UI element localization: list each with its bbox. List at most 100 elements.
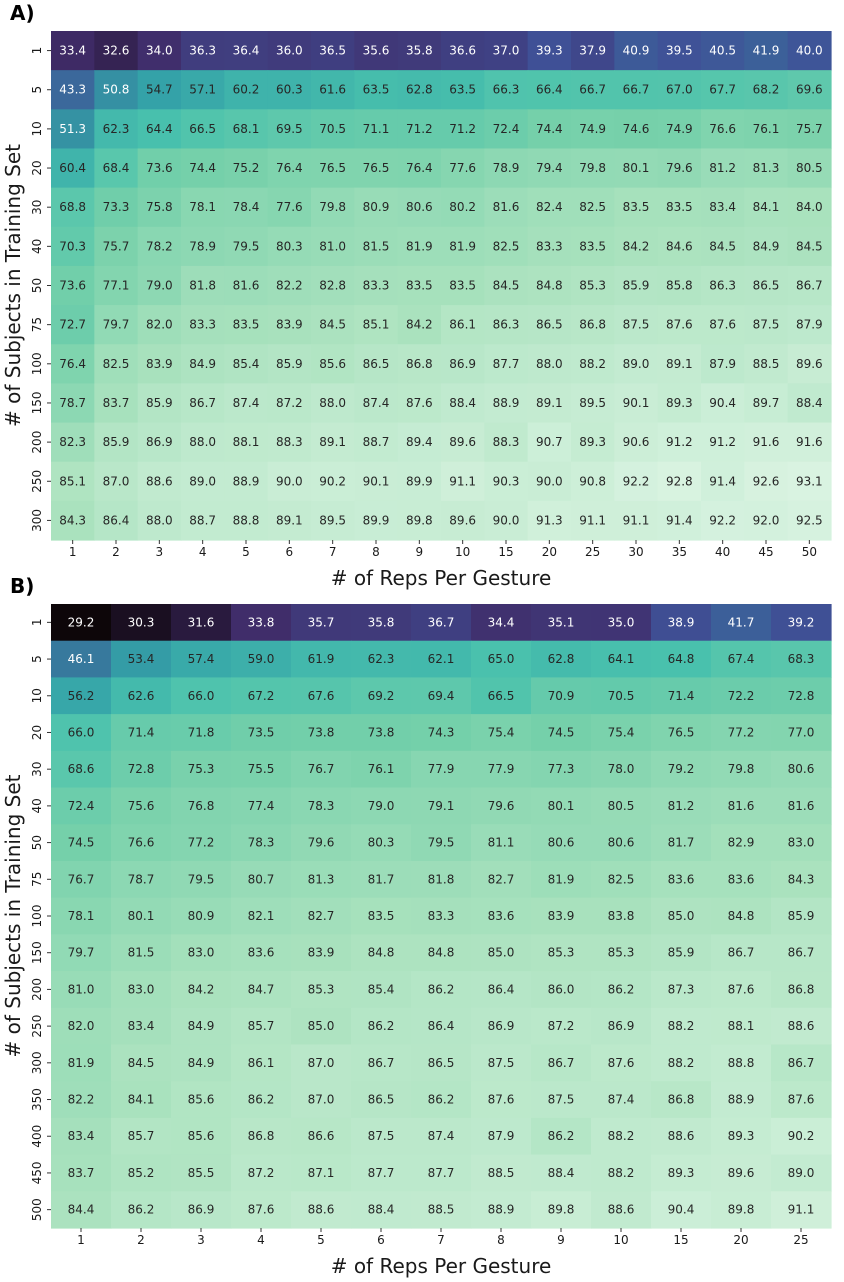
cell-value-label: 83.8	[608, 909, 635, 923]
cell-value-label: 78.1	[68, 909, 95, 923]
heatmap-cell	[591, 787, 652, 825]
heatmap-cell	[744, 226, 789, 267]
heatmap-cell	[111, 1081, 172, 1119]
cell-value-label: 85.4	[368, 982, 395, 996]
heatmap-cell	[51, 971, 112, 1009]
heatmap-cell	[591, 1007, 652, 1046]
heatmap-cell	[484, 344, 529, 384]
cell-value-label: 77.0	[788, 725, 815, 739]
heatmap-cell	[397, 422, 442, 463]
cell-value-label: 85.3	[548, 946, 575, 960]
cell-value-label: 73.3	[103, 200, 130, 214]
cell-value-label: 82.2	[68, 1093, 95, 1107]
x-tick-label: 45	[758, 545, 773, 559]
cell-value-label: 69.6	[796, 83, 823, 97]
cell-value-label: 86.1	[449, 318, 476, 332]
cell-value-label: 83.3	[536, 239, 563, 253]
heatmap-cell	[441, 344, 485, 384]
x-tick-label: 3	[197, 1233, 205, 1247]
cell-value-label: 86.2	[428, 982, 455, 996]
heatmap-cell	[651, 677, 712, 715]
heatmap-cell	[94, 383, 139, 424]
heatmap-cell	[231, 897, 292, 935]
heatmap-cell	[527, 109, 572, 150]
cell-value-label: 79.7	[68, 946, 95, 960]
cell-value-label: 77.6	[449, 161, 476, 175]
heatmap-cell	[591, 604, 652, 642]
heatmap-cell	[484, 265, 529, 306]
x-tick-label: 1	[77, 1233, 85, 1247]
heatmap-cell	[231, 860, 292, 899]
cell-value-label: 86.8	[406, 357, 433, 371]
heatmap-cell	[351, 1191, 412, 1229]
cell-value-label: 40.0	[796, 44, 823, 58]
heatmap-cell	[657, 461, 702, 502]
cell-value-label: 82.5	[103, 357, 130, 371]
heatmap-cell	[614, 500, 659, 541]
cell-value-label: 70.5	[319, 122, 346, 136]
heatmap-cell	[657, 344, 702, 384]
heatmap-cell	[51, 787, 112, 825]
heatmap-cell	[224, 109, 269, 150]
heatmap-cell	[711, 934, 772, 972]
cell-value-label: 83.0	[188, 946, 215, 960]
cell-value-label: 59.0	[248, 652, 275, 666]
cell-value-label: 84.8	[368, 946, 395, 960]
heatmap-cell	[471, 1117, 532, 1156]
heatmap-cell	[441, 109, 485, 150]
cell-value-label: 81.5	[363, 239, 390, 253]
cell-value-label: 85.6	[319, 357, 346, 371]
heatmap-cell	[311, 148, 355, 189]
cell-value-label: 80.9	[363, 200, 390, 214]
cell-value-label: 88.3	[493, 435, 520, 449]
heatmap-cell	[484, 109, 529, 150]
cell-value-label: 89.3	[666, 396, 693, 410]
y-tick-label: 300	[30, 1051, 44, 1074]
cell-value-label: 88.7	[189, 513, 216, 527]
cell-value-label: 89.8	[548, 1203, 575, 1217]
heatmap-cell	[351, 1117, 412, 1156]
heatmap-cell	[614, 461, 659, 502]
heatmap-cell	[711, 1044, 772, 1082]
heatmap-cell	[771, 677, 832, 715]
heatmap-cell	[657, 70, 702, 110]
cell-value-label: 82.5	[579, 200, 606, 214]
heatmap-cell	[571, 109, 615, 150]
heatmap-cell	[657, 31, 702, 71]
cell-value-label: 36.3	[189, 44, 216, 58]
cell-value-label: 78.2	[146, 239, 173, 253]
cell-value-label: 86.1	[248, 1056, 275, 1070]
cell-value-label: 75.7	[103, 239, 130, 253]
heatmap-cell	[94, 500, 139, 541]
heatmap-cell	[744, 109, 789, 150]
cell-value-label: 63.5	[449, 83, 476, 97]
cell-value-label: 54.7	[146, 83, 173, 97]
heatmap-cell	[471, 640, 532, 679]
heatmap-cell	[311, 265, 355, 306]
heatmap-cell	[484, 305, 529, 345]
cell-value-label: 89.9	[406, 474, 433, 488]
cell-value-label: 50.8	[103, 83, 130, 97]
cell-value-label: 62.8	[406, 83, 433, 97]
cell-value-label: 89.5	[579, 396, 606, 410]
cell-value-label: 91.4	[666, 513, 693, 527]
cell-value-label: 91.1	[623, 513, 650, 527]
cell-value-label: 82.0	[146, 318, 173, 332]
heatmap-cell	[471, 1154, 532, 1192]
cell-value-label: 92.0	[753, 513, 780, 527]
cell-value-label: 85.0	[488, 946, 515, 960]
cell-value-label: 87.2	[248, 1166, 275, 1180]
cell-value-label: 82.7	[488, 872, 515, 886]
cell-value-label: 81.7	[368, 872, 395, 886]
cell-value-label: 32.6	[103, 44, 130, 58]
cell-value-label: 85.7	[248, 1019, 275, 1033]
cell-value-label: 86.7	[788, 1056, 815, 1070]
cell-value-label: 87.6	[248, 1203, 275, 1217]
heatmap-cell	[351, 1154, 412, 1192]
heatmap-cell	[471, 971, 532, 1009]
heatmap-cell	[531, 1044, 592, 1082]
cell-value-label: 80.1	[548, 799, 575, 813]
heatmap-cell	[771, 824, 832, 862]
cell-value-label: 51.3	[59, 122, 86, 136]
cell-value-label: 80.5	[796, 161, 823, 175]
